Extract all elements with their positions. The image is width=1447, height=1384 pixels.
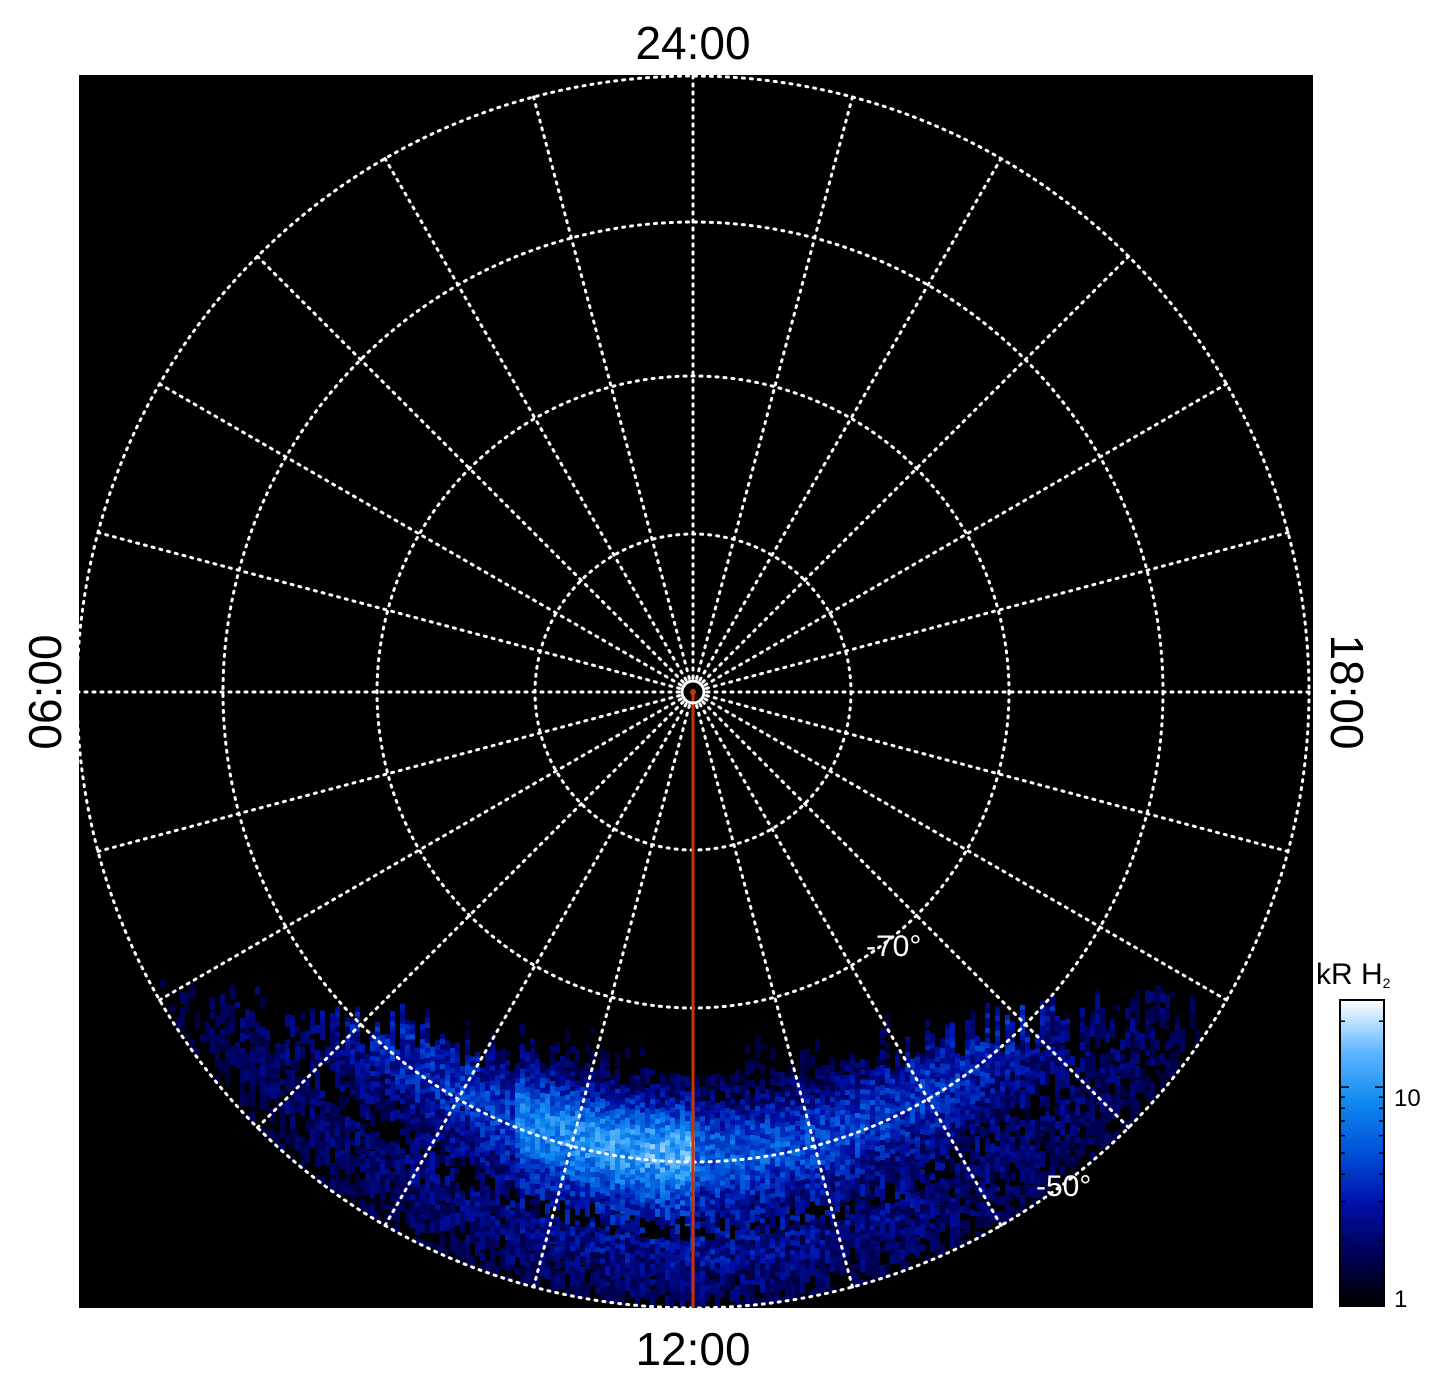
local-time-label-top: 24:00 [635, 17, 751, 69]
colorbar [1339, 999, 1385, 1307]
colorbar-tick-label-1: 1 [1394, 1286, 1408, 1313]
latitude-label-50: -50° [1036, 1170, 1091, 1203]
colorbar-ticks [1340, 1020, 1384, 1241]
local-time-label-left: 06:00 [19, 634, 71, 750]
pole-marker [680, 679, 706, 705]
local-time-label-bottom: 12:00 [635, 1323, 751, 1375]
local-time-label-right: 18:00 [1321, 634, 1373, 750]
auroral-emission-map [160, 980, 1200, 1308]
colorbar-title: kR H2 [1316, 958, 1391, 991]
latitude-label-70: -70° [866, 930, 921, 963]
colorbar-tick-label-10: 10 [1394, 1085, 1421, 1112]
